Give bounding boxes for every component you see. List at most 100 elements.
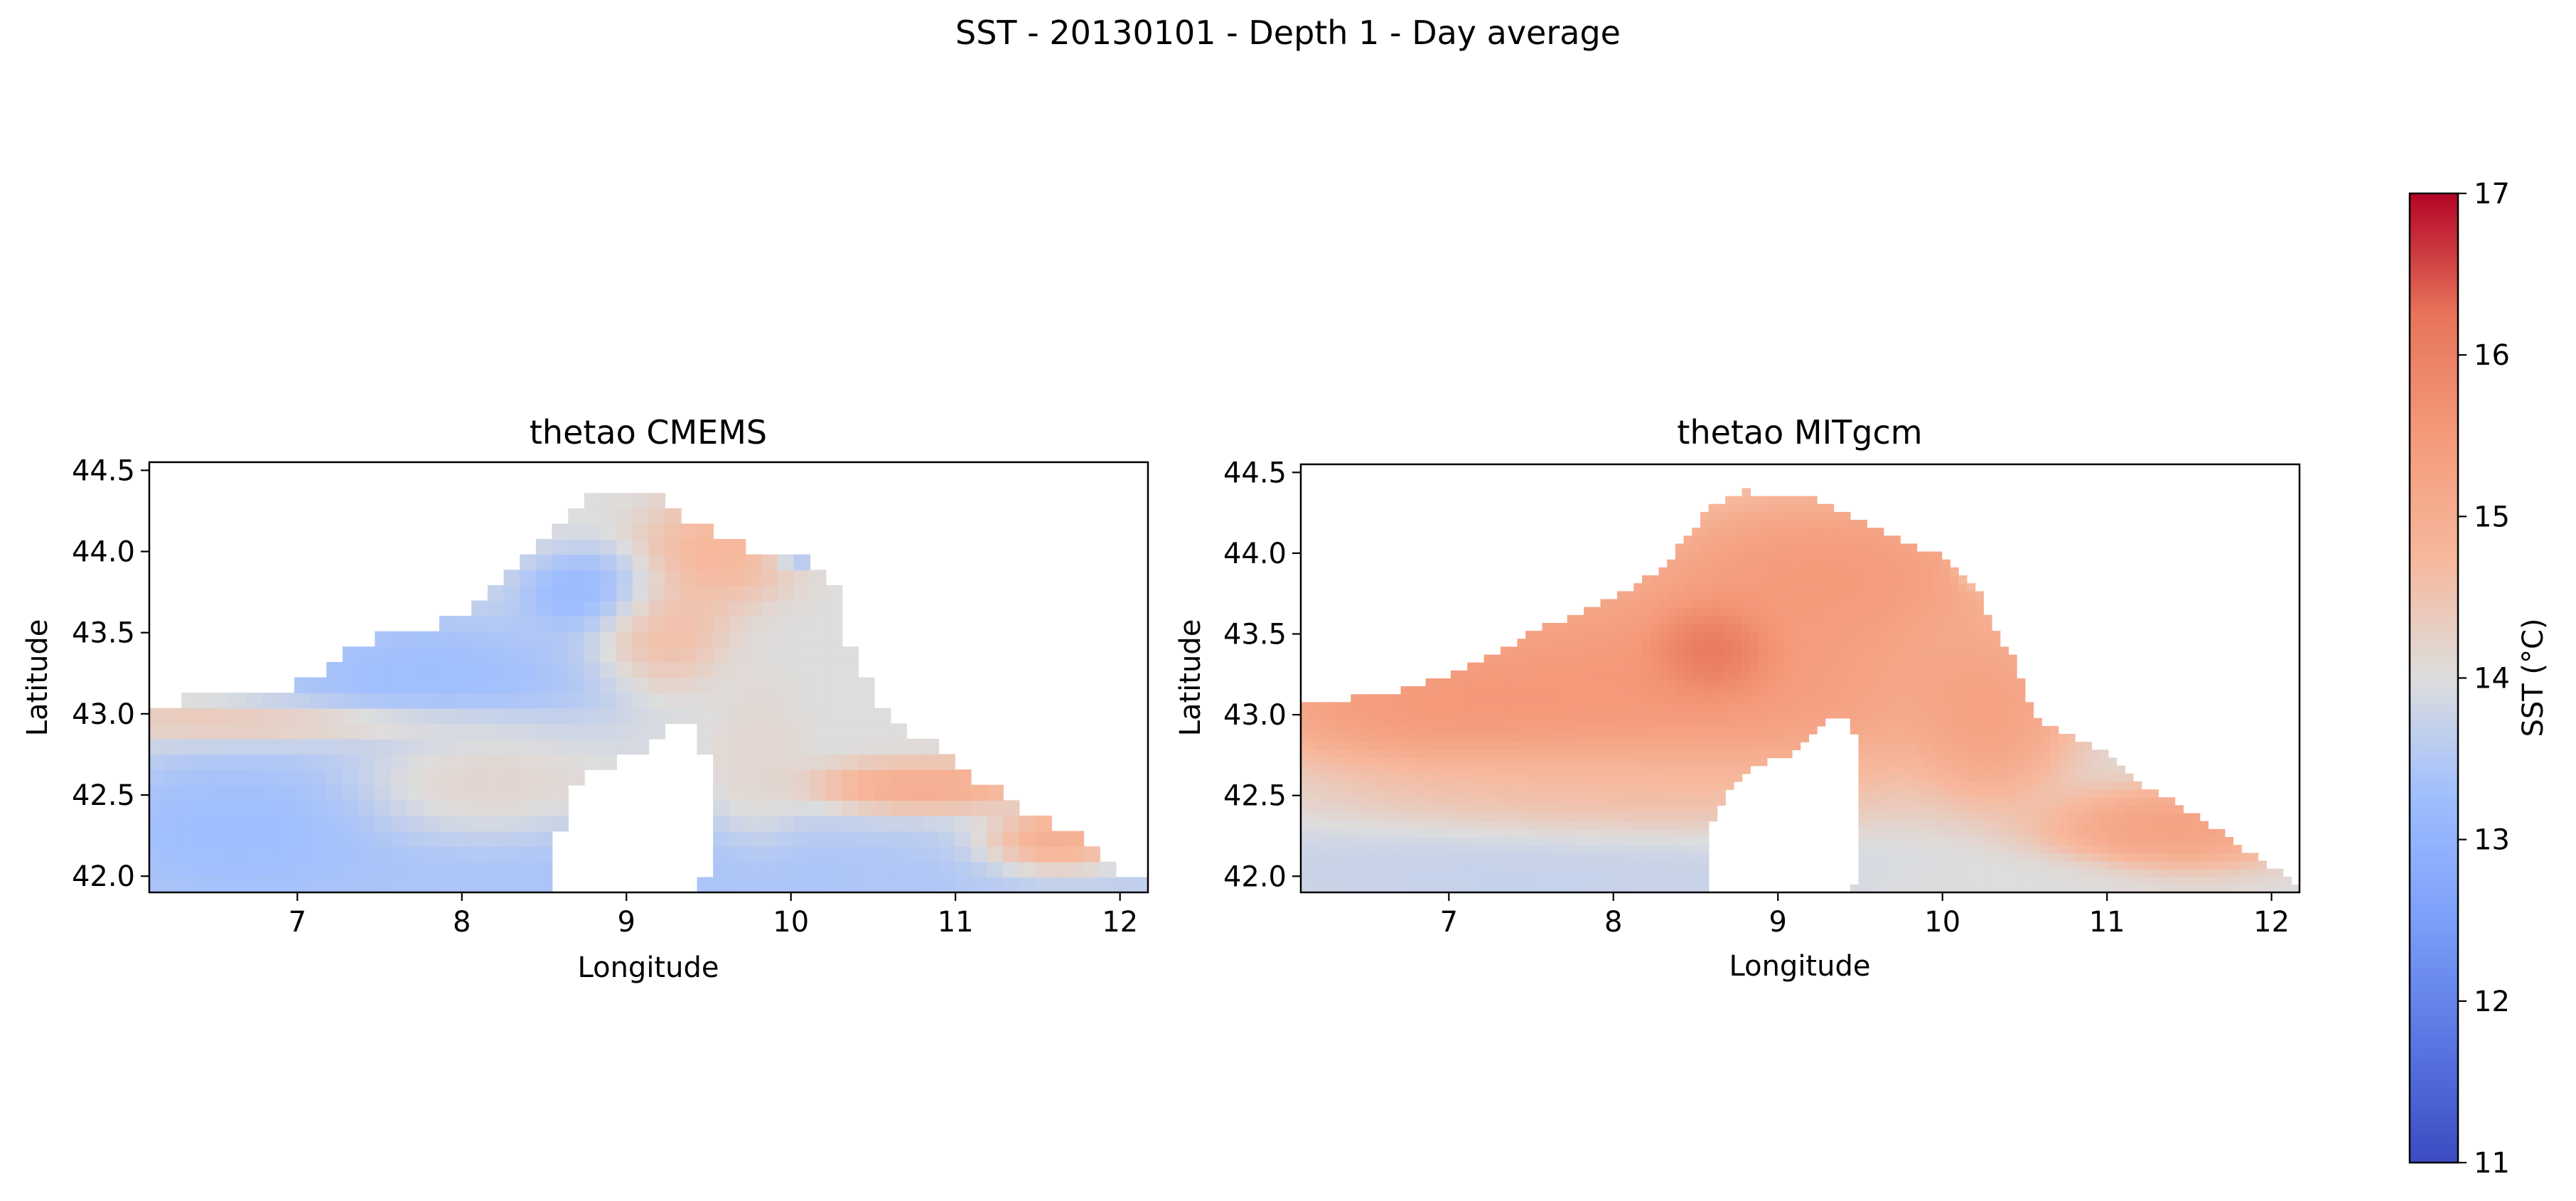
sst-cell (310, 769, 328, 786)
sst-cell (1333, 876, 1343, 885)
sst-cell (697, 677, 714, 693)
sst-cell (390, 784, 408, 801)
sst-cell (1483, 781, 1493, 790)
sst-cell (1874, 717, 1884, 727)
sst-cell (1326, 797, 1335, 806)
sst-cell (2108, 845, 2118, 853)
sst-cell (1783, 725, 1793, 735)
sst-cell (1392, 805, 1402, 814)
sst-cell (1958, 623, 1968, 631)
sst-cell (1375, 773, 1385, 782)
sst-cell (1850, 710, 1859, 719)
sst-cell (2091, 876, 2100, 885)
sst-cell (1592, 662, 1601, 671)
sst-cell (342, 800, 360, 816)
sst-cell (2074, 845, 2084, 853)
sst-cell (1867, 853, 1876, 862)
sst-cell (1301, 781, 1310, 790)
sst-cell (1700, 797, 1710, 806)
sst-cell (1442, 828, 1451, 838)
sst-cell (2033, 821, 2042, 830)
sst-cell (1467, 868, 1476, 877)
sst-cell (1442, 702, 1451, 711)
sst-cell (890, 800, 907, 816)
sst-cell (842, 723, 859, 740)
sst-cell (2024, 717, 2034, 727)
sst-cell (1642, 646, 1651, 656)
sst-cell (810, 708, 827, 725)
sst-cell (2150, 837, 2159, 845)
sst-cell (1508, 789, 1518, 798)
sst-cell (970, 784, 988, 801)
sst-cell (503, 631, 520, 648)
sst-cell (1400, 813, 1410, 822)
sst-cell (1983, 654, 1992, 663)
sst-cell (1616, 639, 1626, 648)
sst-cell (1667, 853, 1676, 862)
sst-cell (1975, 670, 1984, 679)
sst-cell (745, 723, 762, 740)
sst-cell (1692, 614, 1701, 624)
sst-cell (1501, 654, 1510, 663)
sst-cell (1858, 813, 1867, 822)
sst-cell (810, 616, 827, 632)
sst-cell (1392, 734, 1402, 742)
sst-cell (535, 769, 553, 786)
sst-cell (407, 784, 424, 801)
sst-cell (1750, 734, 1759, 742)
sst-cell (1916, 884, 1926, 892)
sst-cell (1891, 599, 1901, 608)
sst-cell (1326, 710, 1335, 719)
sst-cell (407, 723, 424, 740)
sst-cell (1525, 694, 1535, 703)
sst-cell (1900, 543, 1909, 553)
sst-cell (1983, 765, 1992, 774)
sst-cell (230, 769, 247, 786)
sst-cell (455, 738, 473, 755)
sst-cell (213, 754, 231, 770)
sst-cell (1309, 813, 1319, 822)
sst-cell (2000, 654, 2009, 663)
sst-cell (1658, 813, 1668, 822)
sst-cell (2049, 868, 2059, 877)
sst-cell (439, 738, 456, 755)
sst-cell (1542, 710, 1551, 719)
sst-cell (1675, 837, 1685, 845)
sst-cell (616, 585, 633, 602)
sst-cell (1925, 797, 1934, 806)
sst-cell (1384, 781, 1393, 790)
sst-cell (1975, 614, 1984, 624)
sst-cell (1501, 710, 1510, 719)
sst-cell (1708, 710, 1718, 719)
sst-cell (1833, 670, 1842, 679)
sst-cell (1825, 639, 1835, 648)
sst-cell (1616, 702, 1626, 711)
sst-cell (1559, 876, 1568, 885)
sst-cell (1991, 797, 2001, 806)
y-tick-label: 44.0 (72, 536, 135, 569)
sst-cell (1933, 828, 1943, 838)
sst-cell (1584, 765, 1593, 774)
sst-cell (520, 846, 537, 863)
sst-cell (632, 539, 650, 555)
sst-cell (1800, 535, 1809, 545)
sst-cell (1874, 757, 1884, 767)
sst-cell (2191, 828, 2201, 838)
sst-cell (423, 754, 440, 770)
sst-cell (1642, 639, 1651, 648)
sst-cell (1400, 845, 1410, 853)
sst-cell (2024, 860, 2034, 870)
sst-cell (2066, 837, 2076, 845)
sst-cell (423, 831, 440, 847)
sst-cell (1326, 860, 1335, 870)
sst-cell (1525, 765, 1535, 774)
sst-cell (1958, 773, 1968, 782)
sst-cell (1658, 828, 1668, 838)
sst-cell (1900, 710, 1909, 719)
sst-cell (1750, 670, 1759, 679)
sst-cell (278, 708, 295, 725)
sst-cell (1575, 694, 1584, 703)
sst-cell (1916, 646, 1926, 656)
sst-cell (1650, 765, 1660, 774)
sst-cell (1958, 853, 1968, 862)
